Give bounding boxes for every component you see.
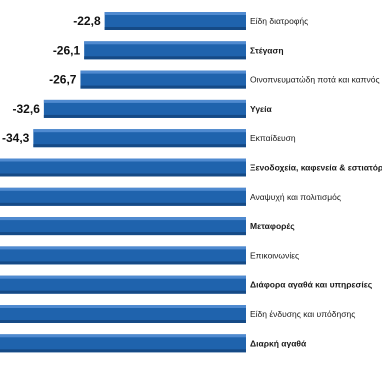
bar-highlight	[43, 99, 246, 103]
category-label: Οινοπνευματώδη ποτά και καπνός	[250, 75, 380, 85]
bars-group	[0, 12, 247, 353]
bar	[0, 217, 247, 236]
bar-shadow	[43, 114, 246, 118]
category-label: Ξενοδοχεία, καφενεία & εστιατόρια	[250, 163, 382, 173]
category-label: Εκπαίδευση	[250, 133, 296, 143]
bar	[104, 12, 246, 30]
value-label: -32,6	[13, 102, 41, 116]
bar	[0, 305, 247, 323]
bar-highlight	[104, 12, 246, 15]
bar-highlight	[0, 246, 247, 250]
category-label: Διάφορα αγαθά και υπηρεσίες	[250, 280, 373, 290]
bar	[0, 275, 247, 294]
value-label: -26,7	[49, 73, 77, 87]
bar-shadow	[0, 232, 247, 236]
category-label: Στέγαση	[250, 45, 284, 55]
bar-shadow	[104, 27, 246, 30]
bar	[84, 41, 247, 60]
category-label: Επικοινωνίες	[250, 250, 299, 260]
bar	[43, 99, 246, 118]
bar	[0, 334, 247, 353]
bar-highlight	[0, 334, 247, 338]
category-label: Είδη ένδυσης και υπόδησης	[250, 309, 355, 319]
bar	[0, 246, 247, 265]
bar-highlight	[0, 187, 247, 191]
category-label: Μεταφορές	[250, 221, 295, 231]
bar	[80, 70, 247, 89]
category-label: Είδη διατροφής	[250, 16, 308, 26]
bar-highlight	[0, 158, 246, 162]
bar-highlight	[0, 305, 247, 308]
bar-shadow	[0, 349, 247, 353]
category-label: Αναψυχή και πολιτισμός	[250, 192, 341, 202]
bar-shadow	[0, 173, 246, 177]
value-label: -22,8	[73, 14, 101, 28]
bar-shadow	[0, 320, 247, 323]
bar	[0, 158, 246, 177]
bar-highlight	[0, 275, 247, 279]
category-labels-group: Είδη διατροφής Στέγαση Οινοπνευματώδη ποτά…	[250, 16, 382, 348]
bar-shadow	[80, 85, 247, 89]
bar	[0, 187, 247, 206]
bar-shadow	[0, 290, 247, 294]
bar-highlight	[33, 129, 247, 133]
bar-shadow	[0, 202, 247, 206]
value-labels-group: -22,8-26,1-26,7-32,6-34,3-40,0-40,2-40,3…	[2, 14, 101, 145]
bar	[33, 129, 247, 148]
category-label: Διαρκή αγαθά	[250, 338, 307, 348]
bar-shadow	[0, 261, 247, 265]
bar-shadow	[84, 56, 247, 60]
bar-highlight	[84, 41, 247, 45]
value-label: -34,3	[2, 131, 30, 145]
value-label: -26,1	[53, 43, 81, 57]
bar-shadow	[33, 144, 247, 148]
bar-highlight	[0, 217, 247, 221]
category-label: Υγεία	[250, 104, 272, 114]
bar-highlight	[80, 70, 247, 74]
